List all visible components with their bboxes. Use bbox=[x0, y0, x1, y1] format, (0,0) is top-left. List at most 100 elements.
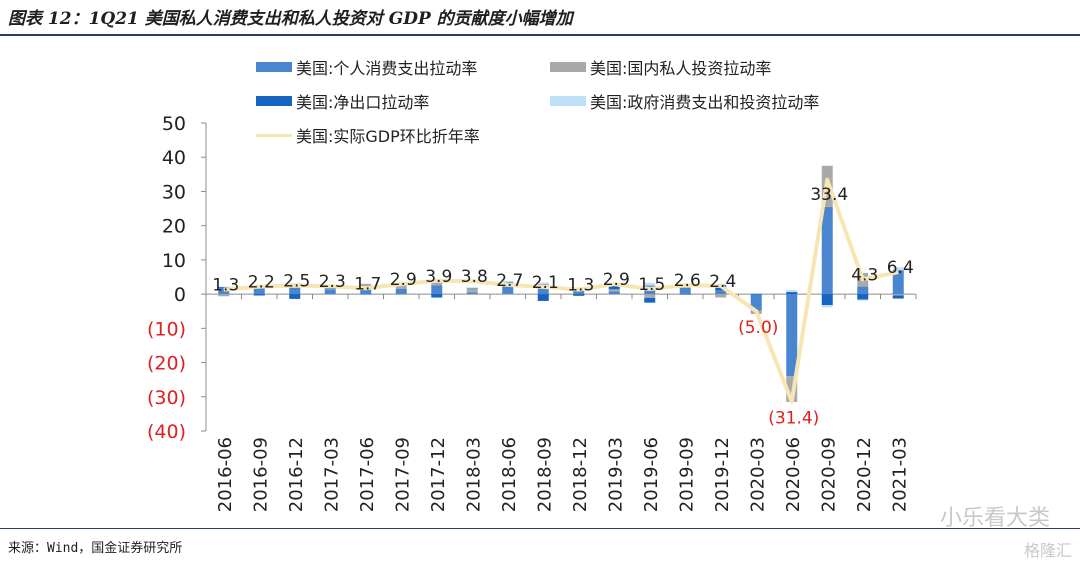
bar-investment bbox=[502, 294, 514, 295]
watermark-secondary: 格隆汇 bbox=[1023, 541, 1072, 560]
data-label: 1.3 bbox=[212, 276, 239, 296]
bar-consumption bbox=[466, 292, 478, 295]
x-tick-label: 2018-12 bbox=[570, 437, 591, 512]
x-tick-label: 2021-03 bbox=[889, 437, 910, 512]
legend-label: 美国:实际GDP环比折年率 bbox=[296, 127, 480, 146]
x-tick-label: 2018-06 bbox=[499, 437, 520, 512]
data-label: 2.6 bbox=[674, 271, 701, 291]
data-label: 33.4 bbox=[810, 185, 848, 205]
y-tick-label: (40) bbox=[147, 421, 186, 443]
bar-netexport bbox=[786, 292, 798, 295]
bar-netexport bbox=[289, 294, 301, 299]
bar-investment bbox=[324, 289, 336, 290]
bar-consumption bbox=[537, 287, 549, 295]
bar-netexport bbox=[253, 294, 265, 296]
legend-item-gdp: 美国:实际GDP环比折年率 bbox=[256, 123, 480, 147]
x-tick-label: 2020-06 bbox=[783, 437, 804, 512]
legend-label: 美国:国内私人投资拉动率 bbox=[590, 59, 772, 78]
x-tick-label: 2020-12 bbox=[854, 437, 875, 512]
x-tick-label: 2019-03 bbox=[605, 437, 626, 512]
bar-consumption bbox=[431, 285, 443, 295]
bar-government bbox=[857, 299, 869, 301]
bar-government bbox=[821, 305, 833, 308]
bar-netexport bbox=[750, 293, 762, 295]
data-label: (5.0) bbox=[738, 318, 778, 338]
bar-consumption bbox=[750, 294, 762, 311]
bar-netexport bbox=[218, 286, 230, 288]
data-label: 6.4 bbox=[887, 258, 914, 278]
bar-government bbox=[502, 280, 514, 283]
bar-investment bbox=[431, 281, 443, 286]
y-tick-label: 20 bbox=[162, 216, 186, 238]
bar-government bbox=[218, 296, 230, 297]
bar-consumption bbox=[395, 288, 407, 295]
y-tick-label: (10) bbox=[147, 318, 186, 340]
legend-item-consumption: 美国:个人消费支出拉动率 bbox=[256, 55, 477, 79]
x-tick-label: 2017-06 bbox=[357, 437, 378, 512]
bar-investment bbox=[679, 286, 691, 288]
bar-netexport bbox=[644, 297, 656, 303]
data-label: 2.1 bbox=[532, 273, 559, 293]
x-tick-label: 2018-03 bbox=[463, 437, 484, 512]
x-tick-label: 2016-06 bbox=[215, 437, 236, 512]
legend-item-government: 美国:政府消费支出和投资拉动率 bbox=[550, 89, 819, 113]
bar-netexport bbox=[573, 294, 585, 296]
bar-investment bbox=[715, 294, 727, 298]
x-tick-label: 2020-09 bbox=[818, 437, 839, 512]
x-tick-label: 2020-03 bbox=[747, 437, 768, 512]
bar-netexport bbox=[324, 288, 336, 290]
data-label: 1.7 bbox=[354, 274, 381, 294]
title-rule bbox=[0, 34, 1080, 36]
data-label: 2.7 bbox=[496, 271, 523, 291]
data-label: 1.5 bbox=[638, 275, 665, 295]
data-label: 2.9 bbox=[390, 270, 417, 290]
bar-investment bbox=[892, 294, 904, 296]
x-tick-label: 2018-09 bbox=[534, 437, 555, 512]
data-label: 2.4 bbox=[709, 272, 736, 292]
x-tick-label: 2017-03 bbox=[321, 437, 342, 512]
y-tick-label: 10 bbox=[162, 250, 186, 272]
gdp-line bbox=[223, 177, 899, 404]
bar-government bbox=[750, 293, 762, 294]
chart-title: 图表 12：1Q21 美国私人消费支出和私人投资对 GDP 的贡献度小幅增加 bbox=[8, 9, 573, 29]
legend-item-investment: 美国:国内私人投资拉动率 bbox=[550, 55, 771, 79]
bar-government bbox=[537, 282, 549, 284]
x-tick-label: 2019-06 bbox=[641, 437, 662, 512]
bar-government bbox=[360, 294, 372, 295]
y-tick-label: 30 bbox=[162, 181, 186, 203]
bar-consumption bbox=[786, 294, 798, 377]
bar-netexport bbox=[466, 288, 478, 289]
bar-consumption bbox=[892, 270, 904, 295]
y-tick-label: 40 bbox=[162, 147, 186, 169]
bar-investment bbox=[395, 285, 407, 289]
data-label: 2.3 bbox=[319, 272, 346, 292]
data-label: 2.2 bbox=[248, 273, 275, 293]
watermark: 小乐看大类 bbox=[939, 506, 1050, 531]
bar-consumption bbox=[289, 287, 301, 295]
bar-government bbox=[289, 283, 301, 284]
chart-canvas: 50 40 30 20 10 0 (10) (20) (30) (40) 2016-06 2016-0… bbox=[147, 113, 917, 512]
y-tick-label: 0 bbox=[174, 284, 186, 306]
bar-consumption bbox=[821, 206, 833, 295]
legend-label: 美国:个人消费支出拉动率 bbox=[296, 59, 478, 78]
bar-netexport bbox=[360, 294, 372, 295]
bar-netexport bbox=[857, 294, 869, 300]
bar-consumption bbox=[502, 285, 514, 295]
bar-investment bbox=[218, 294, 230, 297]
bar-consumption bbox=[573, 291, 585, 295]
x-tick-label: 2016-09 bbox=[250, 437, 271, 512]
bar-consumption bbox=[857, 286, 869, 295]
x-tick-label: 2017-09 bbox=[392, 437, 413, 512]
x-tick-label: 2017-12 bbox=[428, 437, 449, 512]
bar-consumption bbox=[679, 287, 691, 295]
data-label: 1.3 bbox=[567, 276, 594, 296]
y-tick-label: 50 bbox=[162, 113, 186, 135]
bar-investment bbox=[644, 294, 656, 298]
bar-government bbox=[786, 290, 798, 293]
bar-investment bbox=[466, 288, 478, 293]
bar-government bbox=[892, 267, 904, 271]
data-label: 4.3 bbox=[851, 265, 878, 285]
legend-label: 美国:净出口拉动率 bbox=[296, 93, 430, 112]
x-tick-label: 2019-12 bbox=[712, 437, 733, 512]
bar-consumption bbox=[715, 290, 727, 295]
